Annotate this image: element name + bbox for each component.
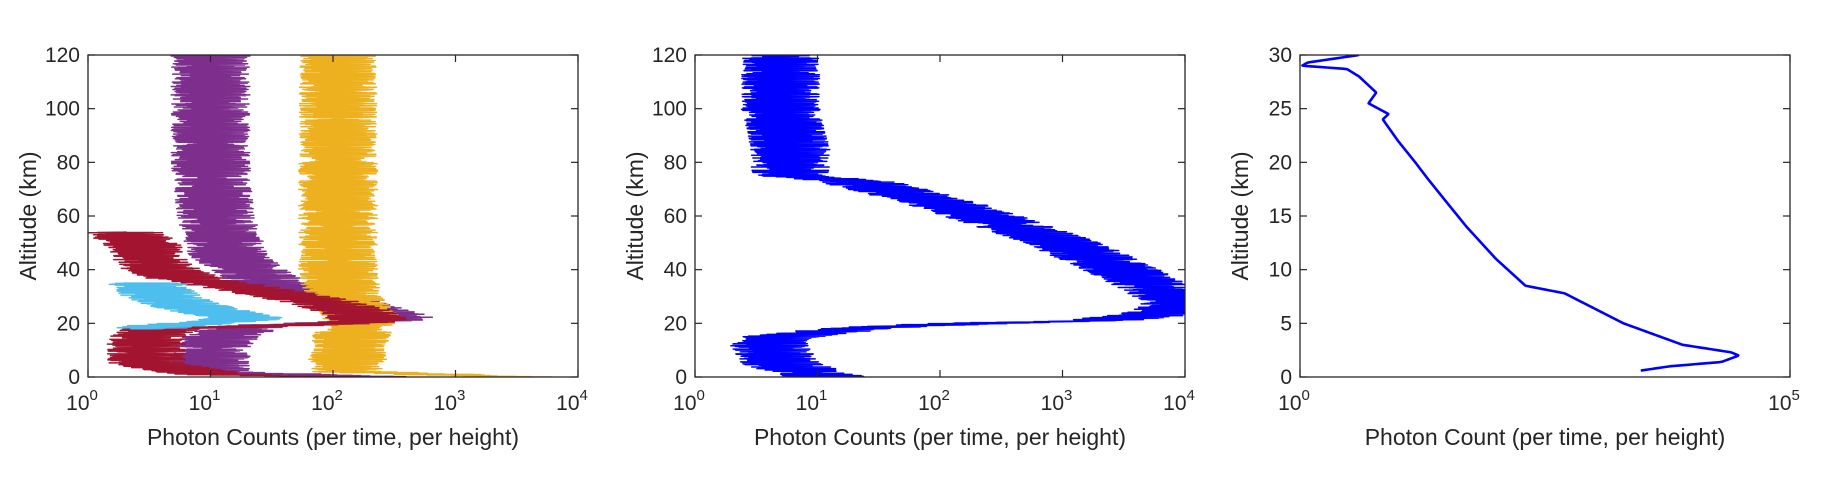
y-tick-label: 80 [57,151,80,174]
x-tick-exponent: 4 [1187,387,1195,404]
y-tick-label: 20 [664,312,687,335]
x-tick-base: 10 [1041,392,1064,415]
y-tick-label: 0 [68,366,80,389]
plot-area [1301,55,1740,372]
y-tick-label: 25 [1269,98,1292,121]
x-tick-label: 105 [1768,387,1800,415]
y-tick-label: 10 [1269,259,1292,282]
x-tick-exponent: 2 [942,387,950,404]
y-tick-label: 120 [45,44,80,67]
x-tick-base: 10 [66,392,89,415]
x-tick-base: 10 [556,392,579,415]
y-axis-label: Altitude (km) [1227,151,1253,280]
y-tick-label: 5 [1280,312,1292,335]
x-tick-label: 103 [1041,387,1073,415]
x-tick-exponent: 4 [580,387,588,404]
y-tick-label: 80 [664,151,687,174]
x-tick-exponent: 0 [90,387,98,404]
x-tick-exponent: 3 [1064,387,1072,404]
x-tick-base: 10 [1163,392,1186,415]
plot-area [88,55,552,377]
x-tick-exponent: 5 [1792,387,1800,404]
x-tick-base: 10 [1768,392,1791,415]
y-tick-label: 40 [57,259,80,282]
y-tick-label: 20 [1269,151,1292,174]
y-tick-label: 0 [1280,366,1292,389]
y-tick-label: 0 [675,366,687,389]
series-line-1 [1301,55,1740,372]
axes-frame [1299,54,1791,378]
series-line-4 [108,282,283,330]
series-line-3 [88,231,407,377]
x-tick-label: 102 [918,387,950,415]
x-tick-label: 100 [1278,387,1310,415]
y-tick-label: 15 [1269,205,1292,228]
x-tick-label: 104 [556,387,588,415]
x-tick-base: 10 [311,392,334,415]
x-tick-base: 10 [434,392,457,415]
y-tick-label: 20 [57,312,80,335]
x-tick-label: 100 [673,387,705,415]
x-tick-label: 101 [796,387,828,415]
x-tick-label: 104 [1163,387,1195,415]
y-tick-label: 40 [664,259,687,282]
x-tick-exponent: 1 [819,387,827,404]
x-tick-exponent: 0 [1302,387,1310,404]
y-axis-label: Altitude (km) [622,151,648,280]
y-tick-label: 100 [45,98,80,121]
series-line-2 [297,55,552,377]
series-line-1 [730,55,1185,377]
x-tick-exponent: 0 [697,387,705,404]
x-tick-exponent: 1 [212,387,220,404]
x-tick-base: 10 [1278,392,1301,415]
x-tick-label: 102 [311,387,343,415]
x-tick-exponent: 3 [457,387,465,404]
y-tick-label: 100 [652,98,687,121]
x-tick-base: 10 [673,392,696,415]
y-tick-label: 120 [652,44,687,67]
x-tick-label: 103 [434,387,466,415]
y-tick-label: 30 [1269,44,1292,67]
y-axis-label: Altitude (km) [15,151,41,280]
y-tick-label: 60 [664,205,687,228]
x-axis-label: Photon Counts (per time, per height) [754,424,1126,450]
x-tick-label: 100 [66,387,98,415]
x-axis-label: Photon Count (per time, per height) [1365,424,1726,450]
x-axis-label: Photon Counts (per time, per height) [147,424,519,450]
x-tick-exponent: 2 [335,387,343,404]
x-tick-base: 10 [189,392,212,415]
x-tick-base: 10 [796,392,819,415]
x-tick-label: 101 [189,387,221,415]
x-tick-base: 10 [918,392,941,415]
plot-area [730,55,1185,377]
y-tick-label: 60 [57,205,80,228]
